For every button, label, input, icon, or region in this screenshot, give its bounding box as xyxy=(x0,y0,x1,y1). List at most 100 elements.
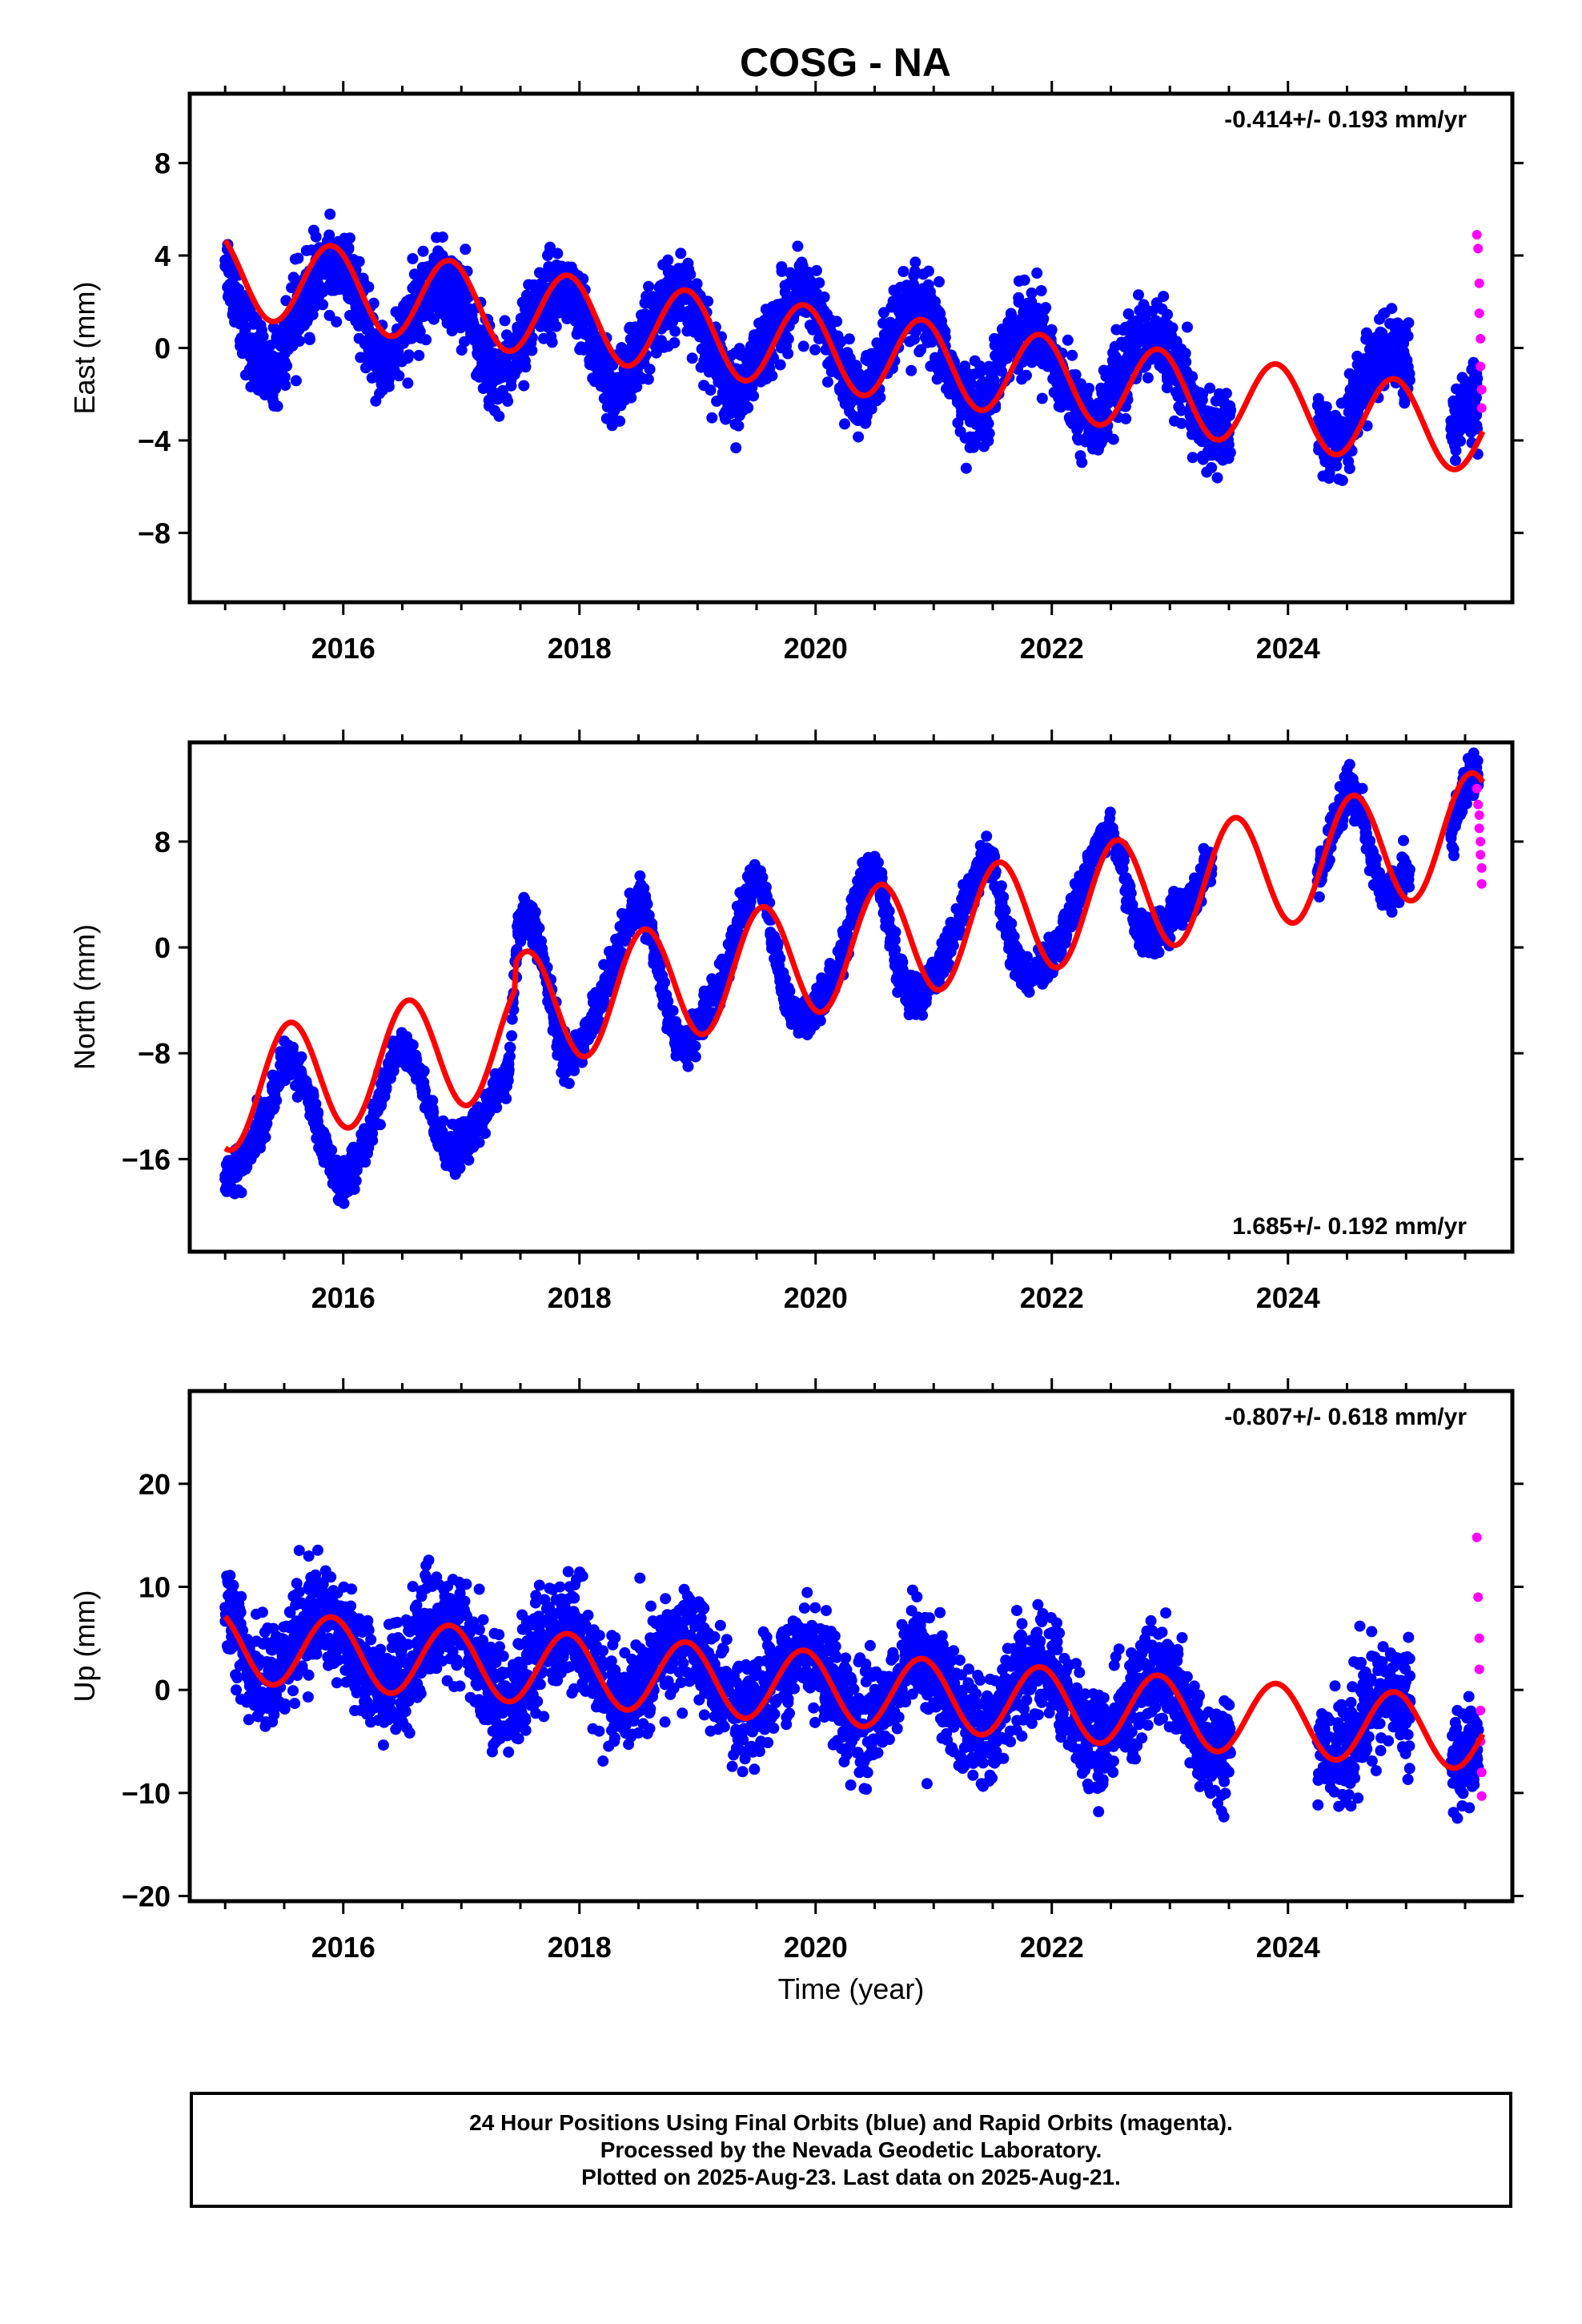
panel-1-final-point xyxy=(290,375,302,387)
panel-1-final-point xyxy=(766,370,778,382)
panel-1-final-point xyxy=(782,333,794,345)
panel-1-model-line xyxy=(223,239,1486,472)
panel-1-final-point xyxy=(550,320,562,332)
panel-1-final-point xyxy=(907,278,919,290)
panel-1-final-point xyxy=(433,247,445,259)
panel-1-final-point xyxy=(682,263,694,275)
panel-1-final-point xyxy=(705,347,717,359)
panel-2-final-point xyxy=(280,1054,292,1066)
panel-1-final-point xyxy=(552,247,564,259)
panel-1-final-point xyxy=(1114,365,1126,377)
panel-2-final-point xyxy=(638,883,650,895)
panel-1-final-point xyxy=(934,306,945,318)
panel-1-final-point xyxy=(910,305,922,317)
panel-1-final-point xyxy=(930,296,941,308)
panel-1-final-point xyxy=(1122,308,1134,320)
panel-1-final-point xyxy=(974,360,986,372)
panel-1-final-point xyxy=(417,245,429,257)
panel-1-final-point xyxy=(414,326,426,337)
panel-2-final-point xyxy=(529,907,541,918)
panel-1-xtick-label: 2022 xyxy=(1020,632,1084,665)
panel-1-final-point xyxy=(503,360,515,372)
panel-1-final-point xyxy=(432,277,444,289)
panel-1-final-point xyxy=(1031,267,1043,279)
panel-2-final-point xyxy=(343,1179,355,1191)
panel-2-final-point xyxy=(299,1080,311,1092)
panel-1-final-point xyxy=(471,369,482,381)
panel-2-final-point xyxy=(245,1140,257,1152)
panel-1-final-point xyxy=(981,388,993,400)
panel-1-final-point xyxy=(323,229,335,241)
panel-1-final-point xyxy=(530,285,542,297)
panel-1-rapid-point xyxy=(1476,334,1486,344)
panel-1-final-point xyxy=(718,408,730,420)
panel-1-final-point xyxy=(255,360,267,372)
panel-1-final-point xyxy=(229,284,240,296)
panel-1-final-point xyxy=(619,394,631,406)
panel-1-final-point xyxy=(706,412,718,424)
panel-2-final-point xyxy=(468,1107,480,1118)
panel-2-final-point xyxy=(245,1152,257,1164)
panel-1-final-point xyxy=(281,360,293,372)
panel-2-final-point xyxy=(371,1107,382,1119)
panel-1-final-point xyxy=(255,348,267,360)
panel-1-final-point xyxy=(461,292,473,304)
panel-2-final-point xyxy=(351,1153,363,1165)
panel-2-final-point xyxy=(662,1007,674,1019)
panel-1-final-point xyxy=(813,277,825,289)
panel-1-final-point xyxy=(334,259,346,271)
panel-1-final-point xyxy=(1142,372,1154,384)
panel-1-ytick-label: 0 xyxy=(155,332,171,365)
panel-2-final-point xyxy=(255,1136,267,1148)
panel-1-final-point xyxy=(362,334,374,346)
panel-1-final-point xyxy=(403,349,415,361)
panel-1-final-point xyxy=(698,380,710,392)
panel-2-final-point xyxy=(609,955,620,967)
panel-1-final-point xyxy=(1095,436,1107,448)
panel-1-final-point xyxy=(905,364,917,376)
panel-2-final-point xyxy=(635,906,647,918)
panel-2-final-point xyxy=(563,1077,575,1089)
panel-1-final-point xyxy=(1118,324,1129,336)
panel-1-final-point xyxy=(1469,368,1481,380)
panel-1-final-point xyxy=(324,208,336,220)
panel-1-final-point xyxy=(505,380,517,392)
panel-2-final-point xyxy=(379,1091,391,1103)
panel-1-final-point xyxy=(520,289,532,301)
panel-1-final-point xyxy=(922,265,934,277)
panel-1-final-point xyxy=(769,309,781,321)
panel-1-final-point xyxy=(290,308,302,320)
panel-1-final-point xyxy=(931,373,943,385)
panel-1-final-point xyxy=(909,256,921,268)
panel-1-final-point xyxy=(502,396,514,407)
panel-1-final-point xyxy=(441,282,453,294)
panel-1-final-point xyxy=(1008,328,1020,340)
panel-1-final-point xyxy=(929,352,941,364)
panel-1-final-point xyxy=(415,271,427,283)
panel-1-final-point xyxy=(1211,472,1223,484)
panel-1-final-point xyxy=(499,315,511,327)
panel-1-final-point xyxy=(1040,302,1052,314)
panel-2-final-point xyxy=(441,1147,453,1159)
panel-1-final-point xyxy=(897,266,909,277)
panel-1-final-point xyxy=(280,331,292,343)
panel-1-rapid-point xyxy=(1474,308,1484,319)
panel-1-final-point xyxy=(1329,409,1341,421)
panel-1-final-point xyxy=(1105,388,1117,400)
panel-1-final-point xyxy=(1467,380,1479,392)
panel-1-final-point xyxy=(1026,287,1038,299)
panel-1-final-point xyxy=(371,347,382,359)
panel-1-final-point xyxy=(614,415,626,427)
panel-1-final-point xyxy=(1036,392,1048,404)
panel-1-final-point xyxy=(591,353,603,365)
panel-2-final-point xyxy=(654,968,666,980)
panel-1-final-point xyxy=(835,336,847,348)
panel-2-final-point xyxy=(255,1124,267,1136)
panel-1-final-point xyxy=(664,264,676,276)
panel-2-final-point xyxy=(657,993,669,1004)
panel-1-final-point xyxy=(1021,369,1032,381)
panel-1-final-point xyxy=(1319,430,1331,442)
panel-1-final-point xyxy=(542,250,553,261)
